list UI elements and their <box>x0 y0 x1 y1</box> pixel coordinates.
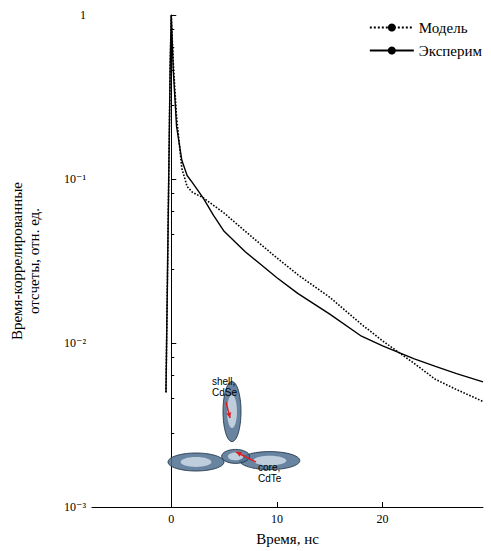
svg-text:10: 10 <box>271 512 283 526</box>
svg-text:1: 1 <box>80 8 86 22</box>
svg-text:10⁻³: 10⁻³ <box>64 500 86 514</box>
svg-text:0: 0 <box>168 512 174 526</box>
svg-text:10⁻²: 10⁻² <box>64 336 86 350</box>
svg-text:Время, нс: Время, нс <box>256 531 319 547</box>
svg-text:Эксперим: Эксперим <box>419 43 483 59</box>
svg-text:отсчеты, отн. ед.: отсчеты, отн. ед. <box>26 208 42 314</box>
svg-text:Модель: Модель <box>419 20 468 36</box>
svg-text:shell,: shell, <box>212 376 235 387</box>
svg-text:20: 20 <box>377 512 389 526</box>
svg-text:Время-коррелированные: Время-коррелированные <box>9 182 25 340</box>
svg-text:CdSe: CdSe <box>212 387 237 398</box>
svg-text:core,: core, <box>258 462 280 473</box>
svg-text:CdTe: CdTe <box>258 473 282 484</box>
svg-text:10⁻¹: 10⁻¹ <box>64 172 86 186</box>
